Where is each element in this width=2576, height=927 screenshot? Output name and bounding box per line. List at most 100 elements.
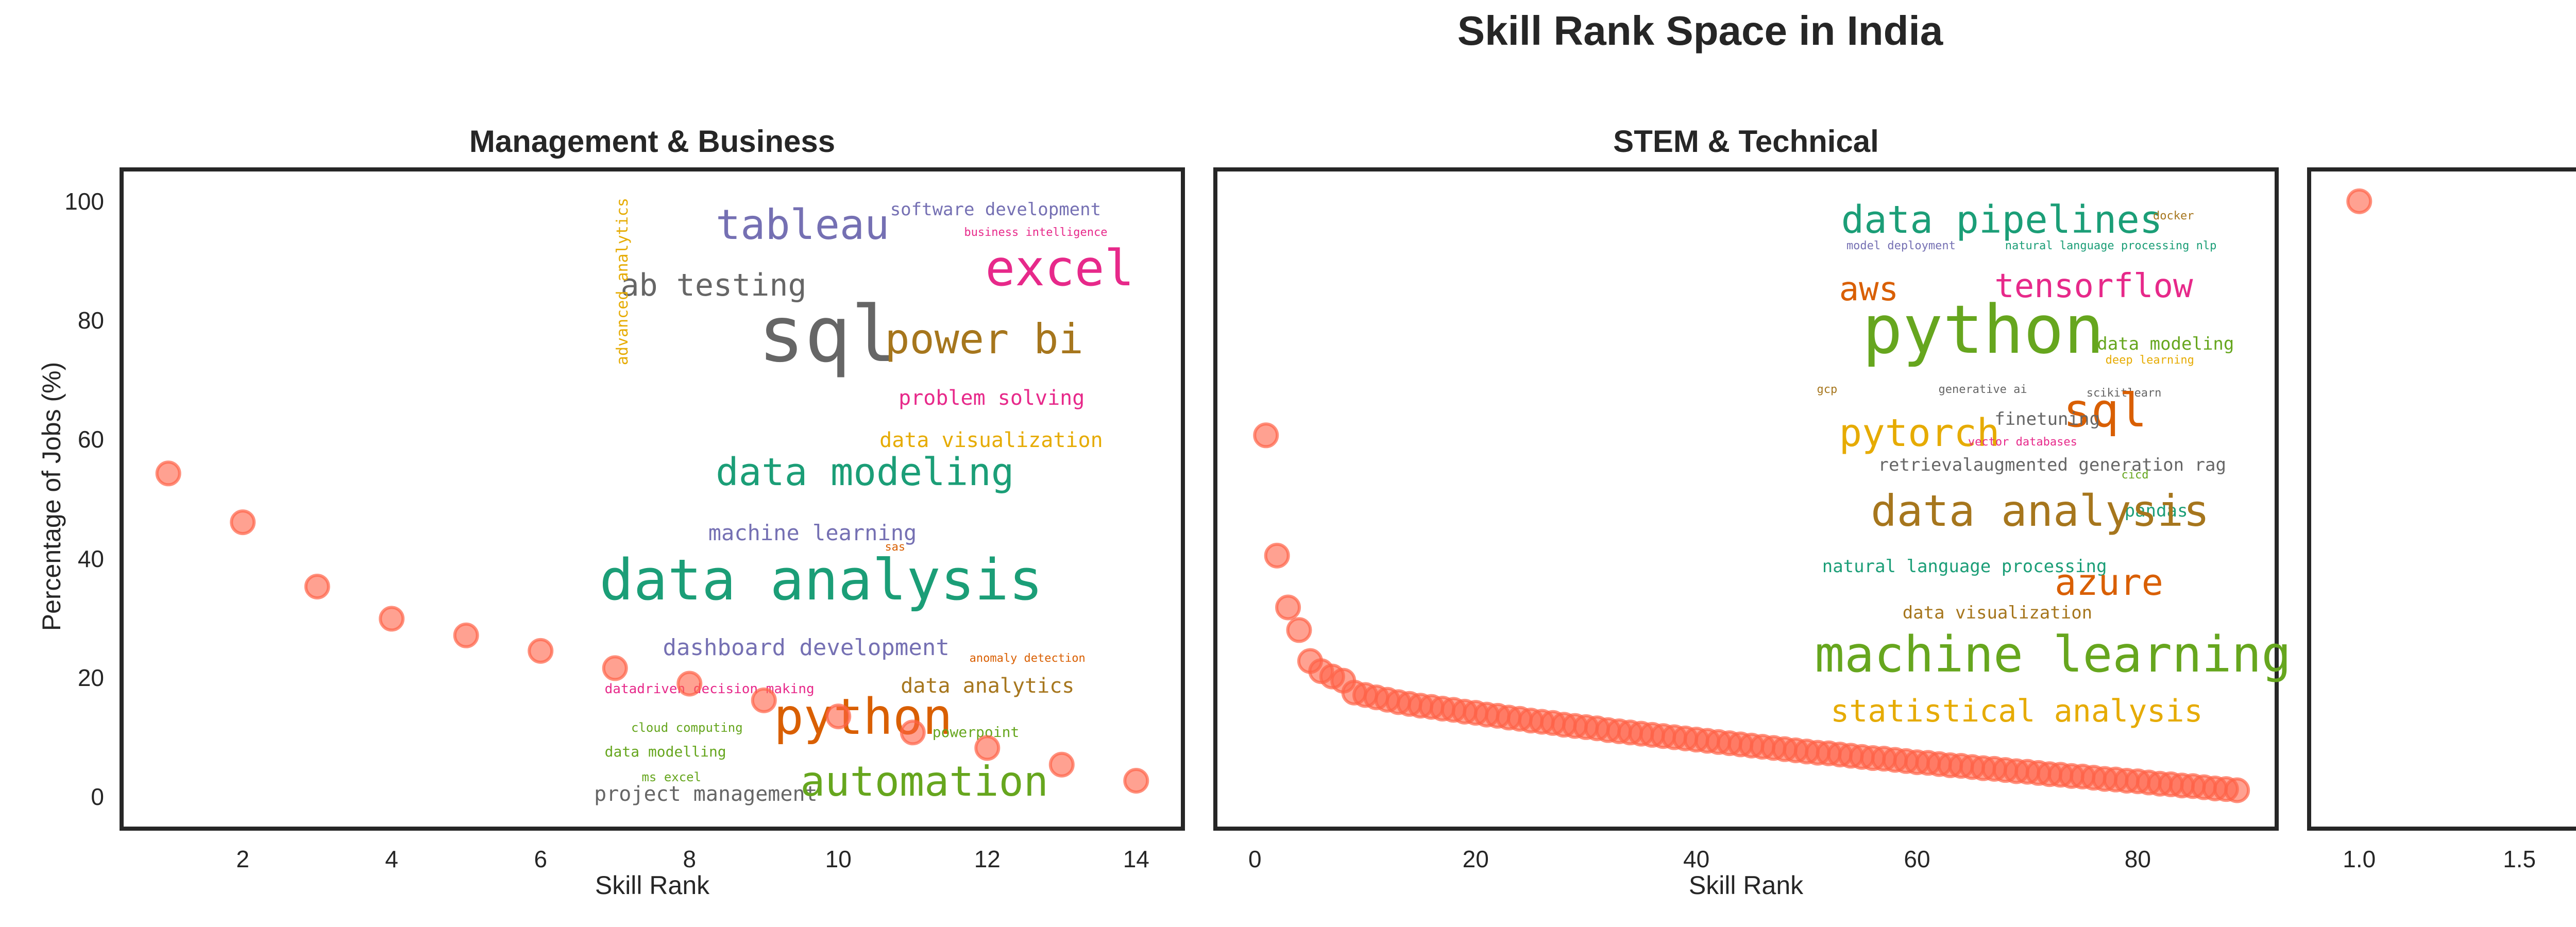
axes-stem: data pipelines docker model deployment natu… [1213, 167, 2291, 831]
wordcloud-word: scikitlearn [2086, 386, 2162, 400]
wordcloud-word: python [1862, 290, 2105, 369]
wordcloud-word: data analysis [599, 546, 1043, 613]
x-tick-label: 10 [825, 846, 852, 872]
wordcloud-word: generative ai [1938, 383, 2027, 397]
wordcloud-word: sql [2063, 383, 2147, 438]
wordcloud-word: gcp [1817, 383, 1838, 397]
x-tick-label: 4 [385, 846, 399, 872]
scatter-plot [2346, 188, 2372, 214]
wordcloud-word: dashboard development [663, 634, 950, 661]
axes-service: backend developmentchromadata auditingpy… [2307, 167, 2576, 831]
data-point [676, 671, 703, 697]
data-point [1264, 542, 1290, 569]
wordcloud-word: software development [890, 199, 1101, 220]
scatter-plot [155, 460, 1149, 794]
wordcloud-word: pandas [2124, 501, 2188, 522]
wordcloud-word: model deployment [1846, 239, 1956, 252]
wordcloud-word: project management [594, 782, 818, 806]
data-point [2224, 777, 2250, 803]
data-point [1253, 422, 1279, 449]
wordcloud-word: sql [758, 289, 898, 380]
wordcloud-word: vector databases [1968, 436, 2077, 449]
data-point [230, 509, 256, 536]
wordcloud-word: excel [985, 239, 1134, 297]
x-tick-label: 0 [1248, 846, 1262, 872]
x-tick-label: 1.5 [2503, 846, 2536, 872]
wordcloud-word: natural language processing [1822, 556, 2107, 577]
data-point [900, 719, 926, 746]
data-point [602, 655, 628, 681]
x-tick-label: 2 [236, 846, 249, 872]
x-tick-label: 1.0 [2343, 846, 2376, 872]
data-point [1286, 617, 1312, 643]
wordcloud-word: ms excel [641, 769, 702, 784]
y-tick-label: 40 [77, 545, 104, 572]
scatter-plot [1253, 422, 2250, 803]
data-point [528, 638, 554, 664]
x-tick-label: 6 [534, 846, 548, 872]
x-axis-label-stem: Skill Rank [1688, 871, 1804, 900]
wordcloud-word: data visualization [879, 428, 1103, 453]
data-point [974, 735, 1001, 761]
wordcloud-word: powerpoint [932, 723, 1020, 741]
wordcloud-word: data visualization [1902, 602, 2093, 623]
x-tick-label: 8 [683, 846, 697, 872]
wordcloud-word: cloud computing [631, 720, 743, 735]
wordcloud-word: pytorch [1839, 410, 2000, 455]
data-point [1275, 594, 1301, 621]
wordcloud-word: tensorflow [1994, 267, 2193, 305]
wordcloud-word: business intelligence [964, 226, 1108, 239]
data-point [155, 460, 181, 487]
x-tick-label: 80 [2124, 846, 2151, 872]
x-tick-label: 20 [1462, 846, 1489, 872]
y-tick-label: 60 [77, 426, 104, 453]
x-axis-label-service: Skill Rank [2307, 870, 2576, 900]
panel-title-service: Service & Logistics [2307, 124, 2576, 159]
axes-management: software development business intelligenc… [120, 167, 1185, 831]
y-axis-label: Percentage of Jobs (%) [37, 362, 66, 631]
wordcloud-word: data modeling [716, 450, 1014, 494]
x-tick-label: 12 [974, 846, 1001, 872]
wordcloud-word: tableau [716, 200, 890, 249]
data-point [751, 687, 777, 713]
y-tick-label: 0 [91, 783, 104, 811]
wordcloud-word: docker [2153, 210, 2194, 223]
x-tick-label: 40 [1683, 846, 1710, 872]
x-axis-label-management: Skill Rank [595, 871, 710, 900]
wordcloud-word: data analysis [1871, 485, 2210, 536]
wordcloud-word: problem solving [899, 386, 1085, 410]
data-point [379, 606, 405, 632]
x-tick-label: 14 [1123, 846, 1149, 872]
wordcloud-word: anomaly detection [969, 651, 1086, 665]
panel-title-management: Management & Business [469, 124, 836, 159]
wordcloud-word: data modelling [604, 743, 726, 760]
data-point [1123, 767, 1149, 794]
wordcloud-word: statistical analysis [1831, 693, 2203, 729]
data-point [825, 703, 852, 730]
wordcloud-word: retrievalaugmented generation rag [1878, 455, 2227, 476]
data-point [453, 622, 479, 648]
wordcloud-word: data analytics [901, 674, 1075, 698]
figure-title: Skill Rank Space in India [1457, 8, 1943, 54]
wordcloud-word: automation [800, 757, 1048, 805]
wordcloud-word: deep learning [2105, 354, 2194, 367]
y-tick-label: 100 [64, 187, 104, 215]
wordcloud-word: power bi [885, 315, 1083, 364]
wordcloud-word: machine learning [1815, 626, 2292, 684]
wordcloud-word: data modeling [2097, 334, 2234, 354]
wordcloud-word: cicd [2121, 468, 2149, 482]
wordcloud-word: datadriven decision making [604, 681, 815, 697]
data-point [1048, 751, 1075, 778]
y-tick-label: 80 [77, 307, 104, 334]
wordcloud-word: azure [2055, 561, 2163, 604]
data-point [304, 573, 330, 599]
wordcloud-word: ab testing [620, 267, 807, 303]
x-tick-label: 60 [1904, 846, 1930, 872]
y-tick-label: 20 [77, 664, 104, 691]
wordcloud-word: natural language processing nlp [2005, 239, 2217, 252]
wordcloud-word: finetuning [1994, 409, 2100, 430]
data-point [2346, 188, 2372, 214]
wordcloud-word: data pipelines [1841, 198, 2163, 243]
wordcloud-word: machine learning [708, 520, 917, 545]
panel-title-stem: STEM & Technical [1613, 124, 1879, 159]
